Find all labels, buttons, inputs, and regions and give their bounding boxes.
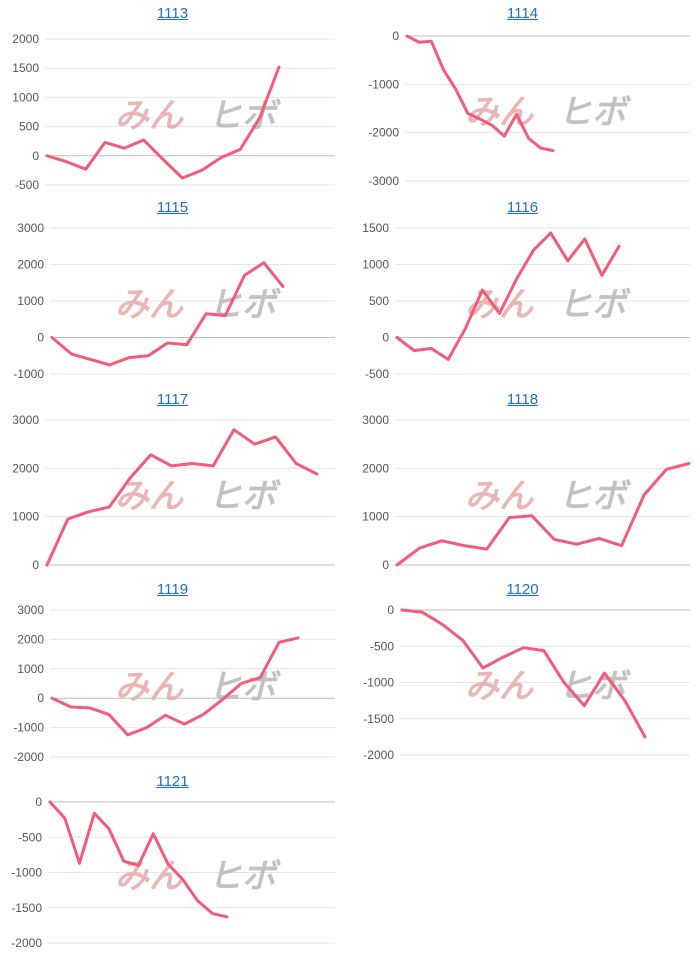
y-tick-label: -1500	[11, 901, 42, 915]
y-tick-label: 2000	[12, 32, 39, 46]
y-tick-label: 3000	[17, 603, 44, 617]
y-tick-label: 0	[387, 603, 394, 617]
y-tick-label: 2000	[17, 258, 44, 272]
chart-panel-1118: 3000 2000 1000 0 みん ヒボ 1118	[350, 390, 695, 579]
y-tick-label: 3000	[12, 413, 39, 427]
chart-panel-1113: 2000 1500 1000 500 0 -500 みん ヒボ 1113	[0, 4, 345, 199]
y-tick-label: 500	[19, 120, 39, 134]
y-tick-label: 0	[32, 149, 39, 163]
y-tick-label: 0	[32, 558, 39, 572]
watermark-logo-right: ヒボ	[558, 285, 631, 325]
y-tick-label: -1000	[11, 866, 42, 880]
y-tick-label: 1000	[17, 294, 44, 308]
series-line	[45, 428, 319, 567]
chart-panel-1114: 0 -1000 -2000 -3000 みん ヒボ 1114	[350, 4, 695, 195]
y-tick-label: -1000	[363, 676, 394, 690]
chart-panel-1121: 0 -500 -1000 -1500 -2000 みん ヒボ 1121	[0, 772, 345, 957]
chart-title-link[interactable]: 1116	[506, 199, 539, 216]
y-tick-label: -1000	[13, 367, 44, 381]
y-tick-label: 500	[369, 294, 389, 308]
y-tick-label: -1500	[363, 712, 394, 726]
y-tick-label: -500	[370, 639, 394, 653]
y-tick-label: 1000	[12, 90, 39, 104]
watermark-logo-right: ヒボ	[208, 856, 281, 896]
y-tick-label: 1500	[362, 221, 389, 235]
chart-title-link[interactable]: 1120	[506, 581, 539, 598]
y-tick-label: 0	[382, 331, 389, 345]
y-tick-label: 0	[37, 331, 44, 345]
y-tick-label: 1000	[362, 258, 389, 272]
y-tick-label: 3000	[362, 413, 389, 427]
y-tick-label: -2000	[363, 748, 394, 762]
series-line	[400, 608, 647, 739]
series-line	[45, 65, 281, 180]
y-tick-label: 2000	[17, 632, 44, 646]
watermark-logo-left: みん	[115, 96, 184, 136]
y-tick-label: 0	[382, 558, 389, 572]
y-tick-label: -2000	[368, 126, 399, 140]
watermark-logo-right: ヒボ	[558, 476, 631, 516]
watermark-logo-right: ヒボ	[208, 96, 281, 136]
y-tick-label: 1000	[12, 510, 39, 524]
y-tick-label: 2000	[12, 461, 39, 475]
series-line	[395, 231, 621, 361]
y-tick-label: -500	[18, 830, 42, 844]
y-tick-label: -1000	[368, 77, 399, 91]
y-tick-label: 1500	[12, 61, 39, 75]
y-tick-label: -1000	[13, 721, 44, 735]
y-tick-label: -2000	[11, 936, 42, 950]
y-tick-label: -3000	[368, 174, 399, 188]
series-line	[50, 261, 285, 367]
y-tick-label: -500	[15, 178, 39, 192]
chart-title-link[interactable]: 1119	[156, 581, 189, 598]
y-tick-label: -2000	[13, 750, 44, 764]
chart-title-link[interactable]: 1118	[506, 391, 539, 408]
watermark-logo-left: みん	[115, 667, 184, 707]
y-tick-label: 1000	[17, 662, 44, 676]
line-chart: 2000 1500 1000 500 0 -500 みん ヒボ	[12, 32, 335, 192]
watermark-logo-right: ヒボ	[208, 476, 281, 516]
chart-title-link[interactable]: 1114	[506, 5, 539, 22]
y-tick-label: 0	[35, 795, 42, 809]
chart-panel-1116: 1500 1000 500 0 -500 みん ヒボ 1116	[350, 198, 695, 388]
watermark-logo-left: みん	[465, 476, 534, 516]
series-line	[50, 636, 300, 737]
chart-title-link[interactable]: 1117	[156, 391, 189, 408]
chart-panel-1117: 3000 2000 1000 0 みん ヒボ 1117	[0, 390, 345, 579]
chart-title-link[interactable]: 1115	[156, 199, 189, 216]
y-tick-label: 0	[392, 29, 399, 43]
y-tick-label: 2000	[362, 461, 389, 475]
series-line	[395, 462, 691, 567]
line-chart: 3000 2000 1000 0 みん ヒボ	[362, 413, 691, 572]
y-tick-label: -500	[365, 367, 389, 381]
y-tick-label: 1000	[362, 510, 389, 524]
line-chart: 3000 2000 1000 0 -1000 みん ヒボ	[13, 221, 335, 381]
y-tick-label: 3000	[17, 221, 44, 235]
chart-title-link[interactable]: 1121	[156, 773, 189, 790]
chart-title-link[interactable]: 1113	[156, 5, 189, 22]
chart-panel-1120: 0 -500 -1000 -1500 -2000 みん ヒボ 1120	[350, 580, 695, 769]
watermark-logo-left: みん	[465, 666, 534, 706]
series-line	[405, 34, 555, 153]
watermark-logo-right: ヒボ	[558, 92, 631, 132]
series-line	[48, 800, 229, 919]
y-tick-label: 0	[37, 691, 44, 705]
chart-panel-1119: 3000 2000 1000 0 -1000 -2000 みん ヒボ 1119	[0, 580, 345, 771]
watermark-logo-left: みん	[115, 285, 184, 325]
watermark-logo-right: ヒボ	[208, 285, 281, 325]
chart-panel-1115: 3000 2000 1000 0 -1000 みん ヒボ 1115	[0, 198, 345, 388]
